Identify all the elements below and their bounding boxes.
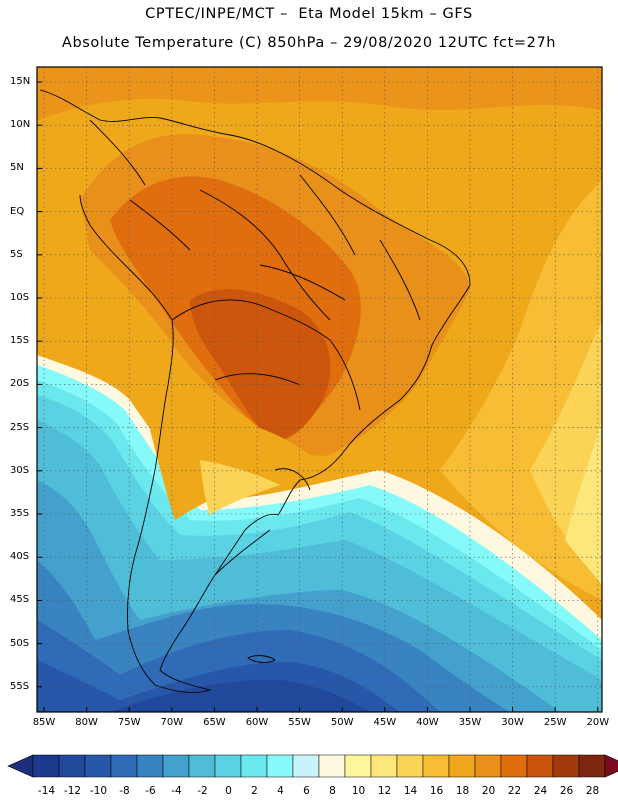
lat-label: 5N — [10, 162, 24, 174]
lon-label: 20W — [586, 717, 610, 728]
colorbar — [7, 754, 618, 778]
colorbar-swatch — [552, 754, 580, 778]
colorbar-label: 24 — [533, 785, 548, 797]
lat-label: 25S — [10, 421, 30, 433]
colorbar-swatch — [32, 754, 60, 778]
colorbar-swatch — [448, 754, 476, 778]
colorbar-swatch — [58, 754, 86, 778]
colorbar-label: 10 — [351, 785, 366, 797]
colorbar-swatch — [162, 754, 190, 778]
colorbar-label: 14 — [403, 785, 418, 797]
colorbar-label: -2 — [197, 785, 208, 797]
colorbar-swatch — [422, 754, 450, 778]
colorbar-swatch — [344, 754, 372, 778]
lon-label: 40W — [416, 717, 439, 728]
colorbar-label: -10 — [89, 785, 108, 797]
colorbar-swatch — [240, 754, 268, 778]
colorbar-high-arrow — [604, 754, 618, 778]
lat-label: 40S — [10, 551, 30, 563]
colorbar-label: 0 — [225, 785, 232, 797]
colorbar-swatch — [214, 754, 242, 778]
lon-label: 25W — [543, 717, 567, 728]
colorbar-label: -4 — [171, 785, 182, 797]
colorbar-label: 26 — [559, 785, 574, 797]
colorbar-swatch — [474, 754, 502, 778]
lat-label: 15N — [10, 76, 31, 87]
map-title-line-1: CPTEC/INPE/MCT – Eta Model 15km – GFS — [145, 6, 473, 22]
colorbar-label: -8 — [119, 785, 130, 797]
colorbar-label: 18 — [455, 785, 470, 797]
lat-label: 10N — [10, 119, 31, 131]
colorbar-swatch — [110, 754, 138, 778]
colorbar-swatch — [292, 754, 320, 778]
axis-ticks — [37, 81, 599, 712]
colorbar-label: 16 — [429, 785, 444, 797]
colorbar-swatch — [136, 754, 164, 778]
colorbar-low-arrow — [7, 754, 34, 778]
lat-label: EQ — [10, 205, 25, 217]
lon-label: 50W — [330, 717, 354, 728]
lat-label: 10S — [10, 292, 30, 303]
lon-label: 65W — [203, 717, 226, 728]
colorbar-swatch — [84, 754, 112, 778]
lon-label: 85W — [32, 717, 56, 728]
lat-label: 5S — [10, 248, 23, 260]
colorbar-label: -6 — [145, 785, 156, 797]
colorbar-label: 22 — [507, 785, 522, 797]
colorbar-label: 2 — [251, 785, 258, 797]
lon-label: 55W — [288, 717, 311, 728]
colorbar-swatch — [266, 754, 294, 778]
colorbar-swatch — [318, 754, 346, 778]
lon-label: 70W — [160, 717, 184, 728]
lon-label: 75W — [117, 717, 141, 728]
lat-label: 20S — [10, 378, 30, 390]
lat-label: 15S — [10, 335, 30, 347]
colorbar-label: 20 — [481, 785, 496, 797]
lat-label: 55S — [10, 680, 30, 692]
colorbar-label: -12 — [63, 785, 82, 797]
colorbar-swatch — [370, 754, 398, 778]
lat-label: 45S — [10, 594, 30, 606]
colorbar-label: 28 — [585, 785, 600, 797]
map-frame — [36, 66, 603, 713]
lon-label: 45W — [373, 717, 397, 728]
coastline-outlines — [39, 89, 471, 693]
lon-label: 35W — [458, 717, 482, 728]
lon-label: 80W — [75, 717, 98, 728]
colorbar-label: 8 — [329, 785, 336, 797]
lat-label: 50S — [10, 637, 30, 649]
lon-label: 60W — [245, 717, 269, 728]
temperature-field — [37, 67, 602, 712]
colorbar-swatch — [578, 754, 606, 778]
lon-label: 30W — [501, 717, 524, 728]
colorbar-label: 12 — [377, 785, 392, 797]
lat-label: 30S — [10, 464, 30, 476]
colorbar-swatch — [396, 754, 424, 778]
colorbar-label: 6 — [303, 785, 310, 797]
colorbar-swatch — [188, 754, 216, 778]
map-title-line-2: Absolute Temperature (C) 850hPa – 29/08/… — [61, 35, 557, 51]
colorbar-label: -14 — [37, 785, 56, 797]
colorbar-swatch — [526, 754, 554, 778]
colorbar-label: 4 — [277, 785, 284, 797]
colorbar-swatch — [500, 754, 528, 778]
lat-label: 35S — [10, 508, 30, 519]
